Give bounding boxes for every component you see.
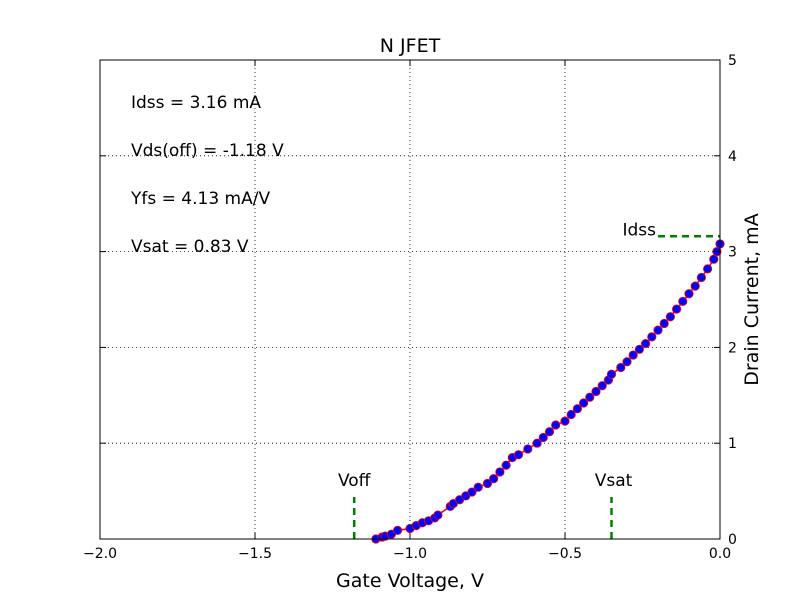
data-point [606, 369, 617, 379]
data-point [659, 318, 669, 329]
data-point [489, 474, 499, 484]
data-point [544, 427, 555, 437]
data-point [597, 381, 607, 391]
data-point [433, 510, 443, 520]
data-point [647, 332, 657, 342]
data-point [696, 272, 707, 283]
data-point [690, 281, 700, 291]
data-point [653, 325, 663, 335]
y-tick-label: 3 [728, 245, 737, 261]
x-tick-label: −1.0 [393, 546, 427, 562]
annotation-vsat: Vsat = 0.83 V [131, 237, 249, 257]
x-tick-label: −2.0 [83, 546, 117, 562]
data-point [523, 444, 533, 454]
data-point [560, 416, 570, 426]
data-point [616, 362, 626, 373]
data-point [585, 392, 595, 402]
data-point [684, 289, 694, 299]
x-tick-label: −0.5 [548, 546, 582, 562]
y-tick-label: 0 [728, 532, 737, 548]
data-point [392, 525, 403, 535]
data-point [495, 467, 505, 477]
data-point [709, 254, 719, 264]
vsat-marker-label: Vsat [595, 471, 633, 491]
axis-ticks: −2.0 −1.5 −1.0 −0.5 0.00 1 2 3 4 5 [83, 53, 737, 562]
y-tick-label: 2 [728, 340, 737, 356]
data-point [467, 487, 477, 497]
x-axis-title: Gate Voltage, V [336, 570, 484, 592]
y-axis-title: Drain Current, mA [741, 213, 763, 385]
grid [100, 60, 720, 539]
data-point [501, 460, 511, 470]
data-point [538, 432, 548, 443]
data-point [513, 450, 524, 460]
y-tick-label: 4 [728, 149, 737, 165]
data-point [702, 264, 713, 274]
data-point [482, 478, 493, 489]
annotation-yfs: Yfs = 4.13 mA/V [130, 189, 270, 209]
idss-marker-label: Idss [622, 220, 656, 240]
chart-title: N JFET [380, 35, 441, 57]
data-point [665, 312, 676, 322]
y-tick-label: 5 [728, 53, 737, 69]
data-point [671, 304, 682, 314]
x-tick-label: 0.0 [709, 546, 731, 562]
voff-marker-label: Voff [338, 471, 372, 491]
guide-lines [352, 235, 720, 539]
data-point [532, 438, 542, 448]
annotation-vds-off: Vds(off) = -1.18 V [131, 141, 284, 161]
data-point [678, 296, 688, 307]
annotation-idss: Idss = 3.16 mA [131, 93, 261, 113]
y-tick-label: 1 [728, 436, 737, 452]
data-point [634, 344, 645, 354]
x-tick-label: −1.5 [238, 546, 272, 562]
data-point [640, 338, 651, 349]
data-point [473, 482, 483, 492]
data-point [591, 386, 601, 397]
data-point [572, 404, 583, 414]
data-point [628, 350, 638, 360]
data-point [578, 398, 589, 408]
data-point [622, 357, 632, 367]
data-point [566, 409, 576, 420]
data-point [551, 420, 561, 430]
